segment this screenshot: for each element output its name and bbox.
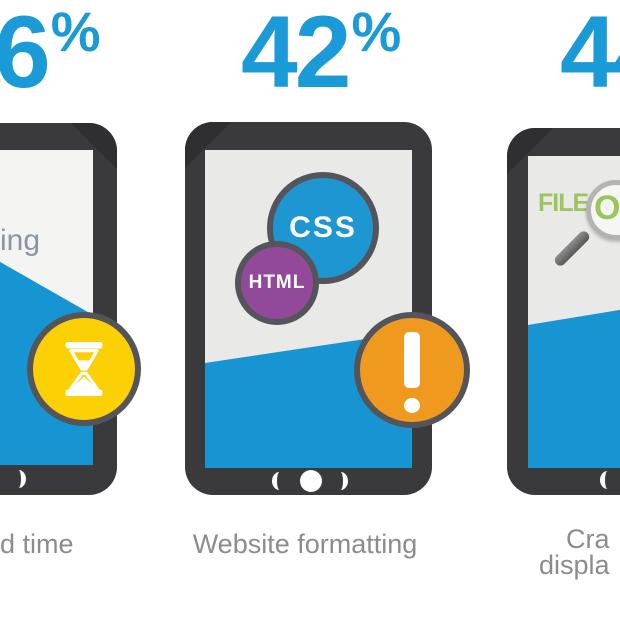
caption-left: d time xyxy=(0,529,74,559)
home-button xyxy=(300,470,322,492)
alert-badge xyxy=(354,312,470,428)
loading-text: ing xyxy=(0,224,41,257)
home-button xyxy=(333,472,348,490)
exclamation-dot xyxy=(404,398,420,413)
magnified-text: OT xyxy=(594,189,620,227)
tablet-left: ing xyxy=(0,123,117,495)
home-button xyxy=(600,471,615,489)
html-bubble: HTML xyxy=(235,241,319,325)
exclamation-bar xyxy=(404,332,420,388)
css-label: CSS xyxy=(289,211,357,244)
caption-right-line2: displa xyxy=(539,550,610,580)
home-button xyxy=(272,472,287,490)
exclamation-icon xyxy=(360,318,464,422)
hourglass-icon xyxy=(65,342,103,396)
stat-percent-left: 6 % xyxy=(0,0,101,109)
html-label: HTML xyxy=(248,272,306,293)
stat-value: 44 xyxy=(560,0,620,109)
stat-value: 42 xyxy=(241,0,351,109)
hourglass-badge xyxy=(27,312,141,426)
percent-sign: % xyxy=(50,0,101,63)
stat-percent-middle: 42 % xyxy=(241,0,402,109)
percent-sign: % xyxy=(351,0,402,63)
caption-middle: Website formatting xyxy=(192,529,418,559)
css-bubble: CSS xyxy=(267,172,379,284)
home-button xyxy=(11,470,26,488)
stat-percent-right: 44 xyxy=(560,0,620,109)
caption-right-line1: Cra xyxy=(566,524,610,554)
stat-value: 6 xyxy=(0,0,51,109)
